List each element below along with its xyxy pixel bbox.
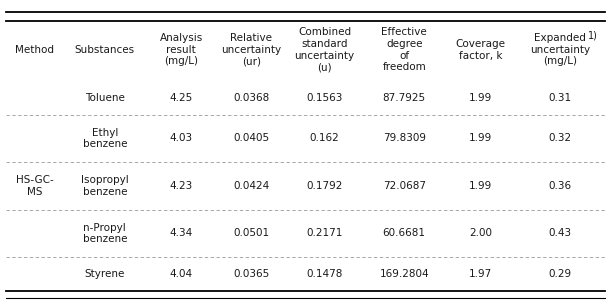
Text: 0.36: 0.36 [549,181,572,191]
Text: 0.2171: 0.2171 [307,228,343,238]
Text: HS-GC-
MS: HS-GC- MS [16,175,54,197]
Text: 0.0501: 0.0501 [233,228,269,238]
Text: 1.99: 1.99 [469,93,492,103]
Text: Analysis
result
(mg/L): Analysis result (mg/L) [159,33,203,66]
Text: 4.23: 4.23 [170,181,193,191]
Text: 2.00: 2.00 [469,228,492,238]
Text: Substances: Substances [75,45,135,55]
Text: 87.7925: 87.7925 [382,93,426,103]
Text: Effective
degree
of
freedom: Effective degree of freedom [381,27,427,72]
Text: 1.99: 1.99 [469,181,492,191]
Text: 1.97: 1.97 [469,269,492,279]
Text: 0.0368: 0.0368 [233,93,269,103]
Text: 0.1792: 0.1792 [307,181,343,191]
Text: 60.6681: 60.6681 [382,228,426,238]
Text: 0.0365: 0.0365 [233,269,269,279]
Text: 1): 1) [588,30,598,40]
Text: 0.32: 0.32 [549,133,572,144]
Text: 4.03: 4.03 [170,133,193,144]
Text: Ethyl
benzene: Ethyl benzene [82,128,127,149]
Text: 0.0405: 0.0405 [233,133,269,144]
Text: 79.8309: 79.8309 [382,133,426,144]
Text: 1.99: 1.99 [469,133,492,144]
Text: 0.29: 0.29 [549,269,572,279]
Text: 0.1478: 0.1478 [307,269,343,279]
Text: 0.1563: 0.1563 [307,93,343,103]
Text: 72.0687: 72.0687 [382,181,426,191]
Text: 0.31: 0.31 [549,93,572,103]
Text: Styrene: Styrene [85,269,125,279]
Text: Relative
uncertainty
(ur): Relative uncertainty (ur) [221,33,282,66]
Text: Isopropyl
benzene: Isopropyl benzene [81,175,129,197]
Text: Combined
standard
uncertainty
(u): Combined standard uncertainty (u) [295,27,354,72]
Text: 4.34: 4.34 [170,228,193,238]
Text: Method: Method [15,45,54,55]
Text: Coverage
factor, k: Coverage factor, k [456,39,506,61]
Text: 0.0424: 0.0424 [233,181,269,191]
Text: 0.43: 0.43 [549,228,572,238]
Text: 4.04: 4.04 [170,269,193,279]
Text: n-Propyl
benzene: n-Propyl benzene [82,222,127,244]
Text: 4.25: 4.25 [170,93,193,103]
Text: Expanded
uncertainty
(mg/L): Expanded uncertainty (mg/L) [530,33,590,66]
Text: 0.162: 0.162 [310,133,340,144]
Text: 169.2804: 169.2804 [379,269,429,279]
Text: Toluene: Toluene [85,93,125,103]
